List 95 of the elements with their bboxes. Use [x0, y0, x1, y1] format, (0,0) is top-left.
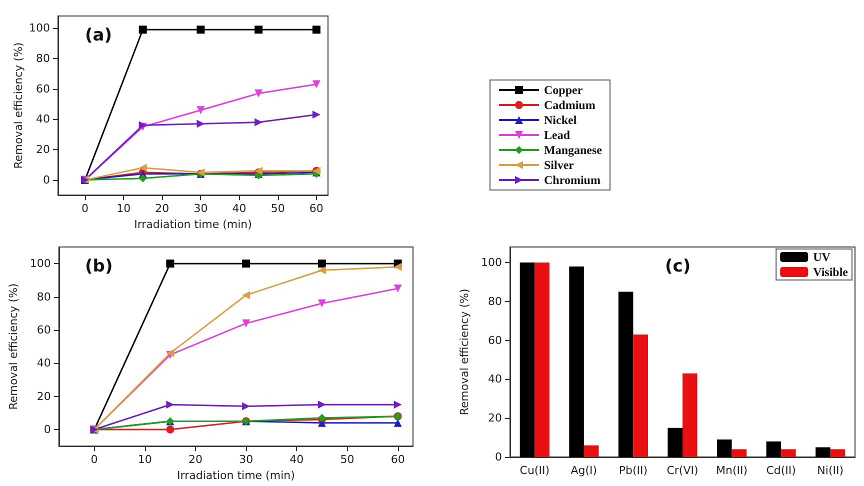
x-tick-label: 40 — [232, 202, 246, 216]
bar — [569, 266, 584, 457]
y-tick-label: 20 — [488, 412, 502, 425]
point — [138, 164, 147, 172]
point — [394, 284, 402, 292]
x-tick-label: Mn(II) — [716, 464, 748, 477]
y-tick-label: 40 — [488, 372, 502, 386]
bar — [816, 447, 830, 457]
point — [394, 262, 402, 271]
legend-label: Lead — [544, 128, 570, 142]
point — [318, 400, 326, 409]
x-tick-label: 20 — [155, 202, 170, 216]
point — [312, 26, 320, 34]
bar — [781, 449, 796, 457]
y-tick-label: 100 — [30, 257, 51, 270]
y-tick-label: 0 — [43, 173, 50, 186]
x-tick-label: 50 — [340, 453, 354, 466]
bar — [520, 262, 535, 457]
y-axis-title: Removal efficiency (%) — [12, 42, 25, 169]
y-axis-title: Removal efficiency (%) — [458, 288, 472, 416]
y-tick-label: 40 — [36, 112, 50, 126]
text: (b) — [85, 256, 113, 276]
x-tick-label: 60 — [390, 453, 405, 466]
point — [242, 260, 250, 268]
x-tick-label: Ni(II) — [817, 464, 844, 477]
point — [196, 26, 205, 34]
legend-label: Copper — [544, 83, 584, 97]
bar — [766, 441, 782, 457]
x-axis-title: Irradiation time (min) — [134, 218, 252, 231]
x-tick-label: 10 — [116, 202, 131, 216]
x-tick-label: Cd(II) — [766, 464, 796, 477]
x-tick-label: 0 — [90, 453, 98, 466]
x-tick-label: 20 — [188, 453, 202, 466]
point — [166, 426, 174, 434]
point — [318, 260, 326, 268]
point — [166, 260, 174, 268]
y-tick-label: 20 — [36, 390, 51, 403]
legend-label: UV — [813, 250, 831, 264]
point — [138, 174, 147, 182]
legend-label: Chromium — [544, 173, 600, 187]
legend-label: Cadmium — [544, 98, 596, 112]
y-tick-label: 0 — [44, 423, 51, 436]
x-tick-label: 30 — [194, 202, 208, 216]
x-tick-label: 10 — [138, 453, 152, 466]
bar — [584, 445, 599, 457]
x-tick-label: Cr(VI) — [666, 464, 698, 477]
point — [242, 402, 250, 410]
bar — [618, 292, 634, 457]
legend-label: Silver — [544, 158, 575, 172]
point — [254, 118, 263, 126]
point — [312, 80, 320, 88]
x-tick-label: Pb(II) — [618, 464, 648, 477]
x-tick-label: Cu(II) — [520, 464, 550, 477]
point — [318, 299, 326, 308]
point — [196, 106, 205, 114]
point — [394, 418, 402, 427]
y-tick-label: 60 — [488, 334, 502, 347]
point — [254, 89, 263, 98]
bar — [732, 449, 747, 457]
y-tick-label: 60 — [36, 323, 51, 336]
bar — [830, 449, 846, 457]
y-tick-label: 80 — [36, 290, 51, 304]
y-tick-label: 80 — [488, 294, 502, 308]
x-tick-label: Ag(I) — [570, 464, 598, 477]
y-tick-label: 40 — [36, 356, 51, 370]
y-tick-label: 100 — [29, 22, 50, 35]
x-tick-label: 40 — [290, 453, 304, 466]
y-tick-label: 100 — [481, 256, 502, 270]
bar — [717, 440, 732, 457]
x-tick-label: 60 — [309, 202, 324, 216]
point — [312, 110, 320, 119]
x-tick-label: 50 — [270, 202, 285, 216]
y-tick-label: 60 — [36, 82, 50, 96]
x-axis-title: Irradiation time (min) — [177, 469, 295, 482]
bar — [534, 262, 550, 457]
y-tick-label: 20 — [36, 143, 50, 156]
legend-label: Manganese — [544, 143, 603, 157]
x-tick-label: 30 — [239, 453, 254, 466]
text: (a) — [85, 26, 112, 46]
point — [242, 291, 250, 300]
point — [254, 26, 263, 34]
point — [242, 319, 250, 328]
point — [138, 26, 147, 34]
legend-label: Nickel — [544, 113, 578, 127]
x-tick-label: 0 — [82, 202, 88, 216]
point — [394, 400, 402, 409]
bar — [633, 334, 648, 457]
point — [318, 266, 326, 274]
point — [196, 120, 205, 128]
text: (c) — [665, 256, 691, 276]
y-axis-title: Removal efficiency (%) — [7, 283, 20, 410]
bar — [668, 428, 682, 457]
bar — [682, 373, 698, 457]
legend-label: Visible — [813, 265, 849, 279]
y-tick-label: 80 — [36, 52, 50, 65]
